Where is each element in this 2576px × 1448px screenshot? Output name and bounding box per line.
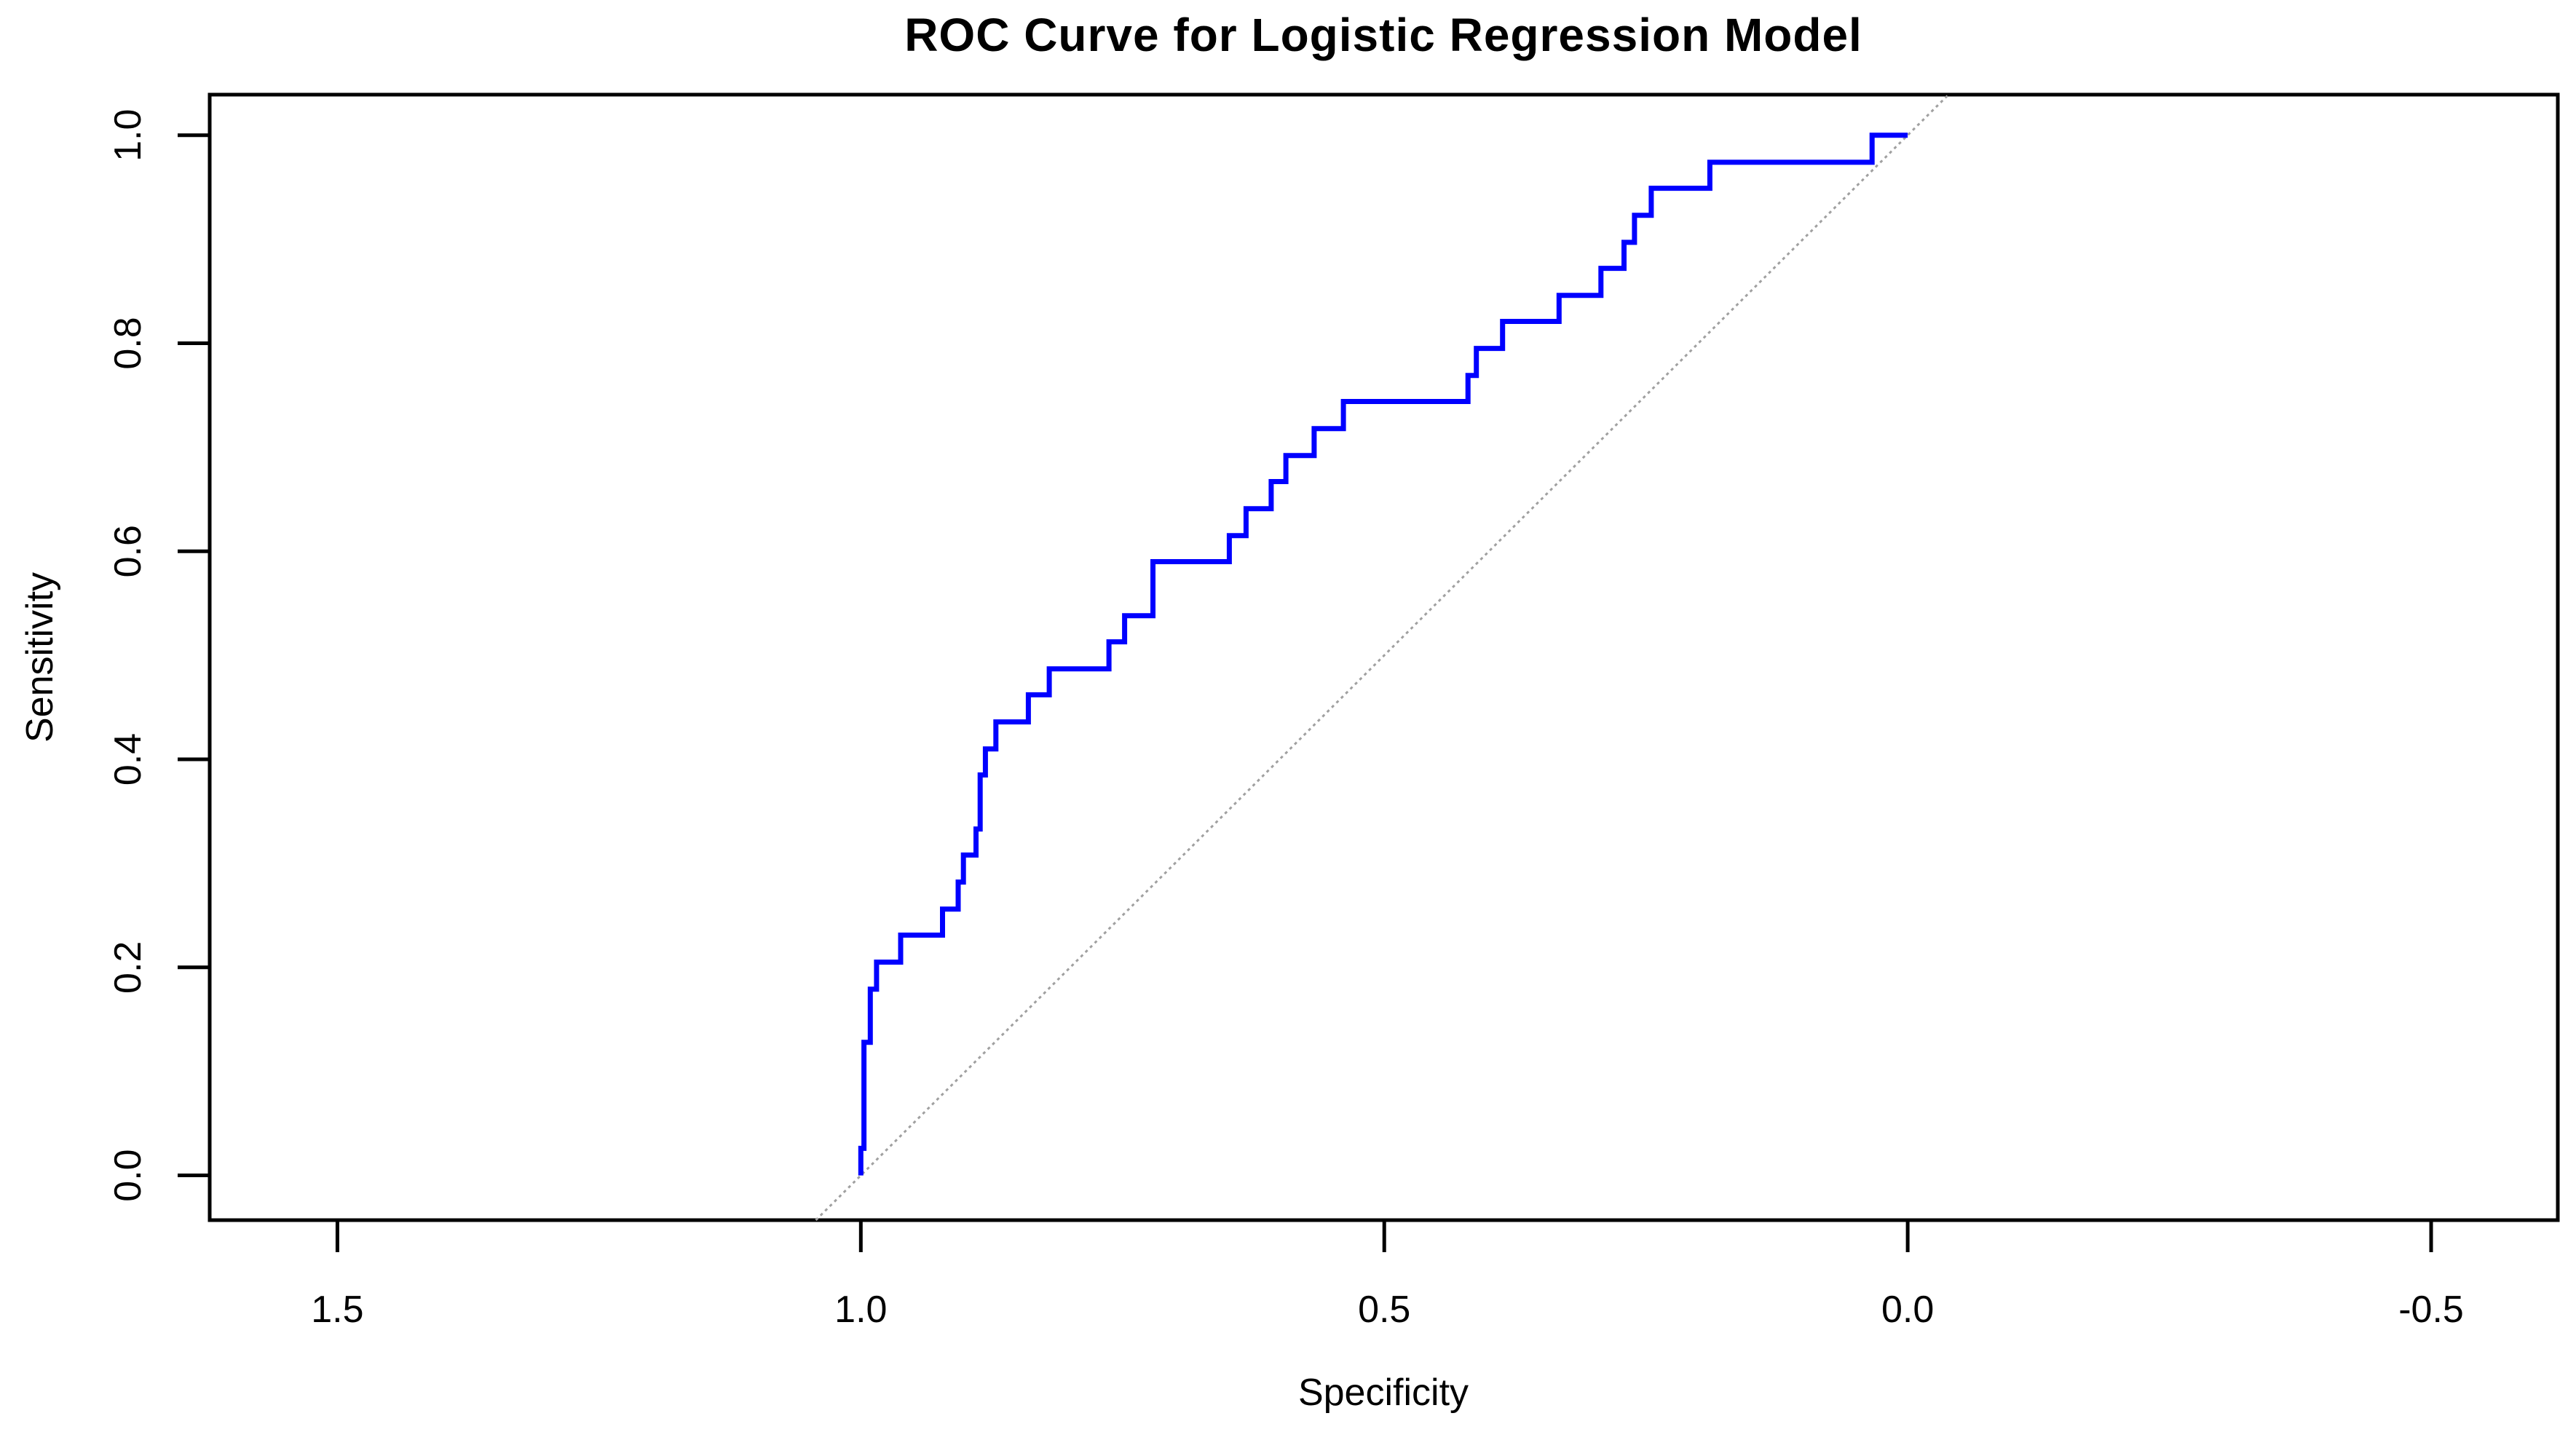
y-tick-label: 0.0: [107, 1149, 149, 1201]
y-axis-ticks: 0.0 0.2 0.4 0.6 0.8 1.0: [107, 109, 210, 1202]
y-tick-label: 0.8: [107, 317, 149, 369]
y-tick-label: 0.4: [107, 733, 149, 786]
y-tick-label: 1.0: [107, 109, 149, 162]
chart-title: ROC Curve for Logistic Regression Model: [904, 9, 1862, 61]
x-tick-label: 0.0: [1881, 1289, 1934, 1331]
plot-box: [208, 92, 2560, 1222]
x-axis-label: Specificity: [1298, 1372, 1469, 1414]
reference-diagonal-line: [815, 93, 1950, 1222]
x-axis-ticks: 1.5 1.0 0.5 0.0 -0.5: [311, 1220, 2464, 1331]
y-tick-label: 0.2: [107, 941, 149, 994]
x-tick-label: 0.5: [1358, 1289, 1410, 1331]
roc-curve-path: [858, 132, 1908, 1176]
x-tick-label: 1.5: [311, 1289, 363, 1331]
roc-curve: [858, 132, 1908, 1176]
x-tick-label: 1.0: [834, 1289, 887, 1331]
chance-line: [815, 93, 1950, 1222]
y-axis-label: Sensitivity: [19, 572, 61, 743]
x-tick-label: -0.5: [2398, 1289, 2464, 1331]
y-tick-label: 0.6: [107, 525, 149, 577]
